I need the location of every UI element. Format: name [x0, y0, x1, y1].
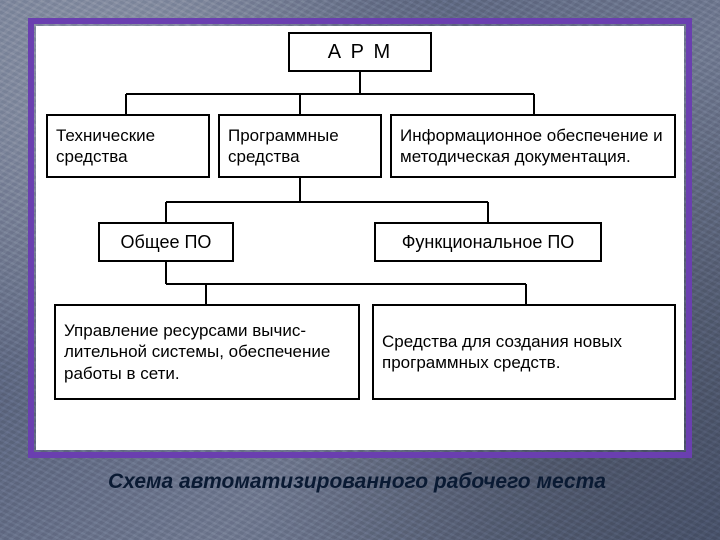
node-root: А Р М [288, 32, 432, 72]
node-tools-label: Средства для создания новых программных … [382, 331, 666, 374]
node-common: Общее ПО [98, 222, 234, 262]
node-root-label: А Р М [328, 40, 392, 65]
node-tools: Средства для создания новых программных … [372, 304, 676, 400]
caption: Схема автоматизированного рабочего места [108, 470, 606, 494]
node-prog: Программные средства [218, 114, 382, 178]
node-mgmt: Управление ресурсами вычис­лительной сис… [54, 304, 360, 400]
node-tech-label: Технические средства [56, 125, 200, 168]
node-tech: Технические средства [46, 114, 210, 178]
org-chart: А Р М Технические средства Программные с… [40, 30, 680, 446]
slide-background: А Р М Технические средства Программные с… [0, 0, 720, 540]
node-mgmt-label: Управление ресурсами вычис­лительной сис… [64, 320, 350, 384]
node-func: Функциональное ПО [374, 222, 602, 262]
caption-text: Схема автоматизированного рабочего места [108, 470, 606, 493]
node-info-label: Информационное обеспечение и методическа… [400, 125, 666, 168]
node-info: Информационное обеспечение и методическа… [390, 114, 676, 178]
node-func-label: Функциональное ПО [402, 231, 575, 254]
node-prog-label: Программные средства [228, 125, 372, 168]
node-common-label: Общее ПО [121, 231, 212, 254]
